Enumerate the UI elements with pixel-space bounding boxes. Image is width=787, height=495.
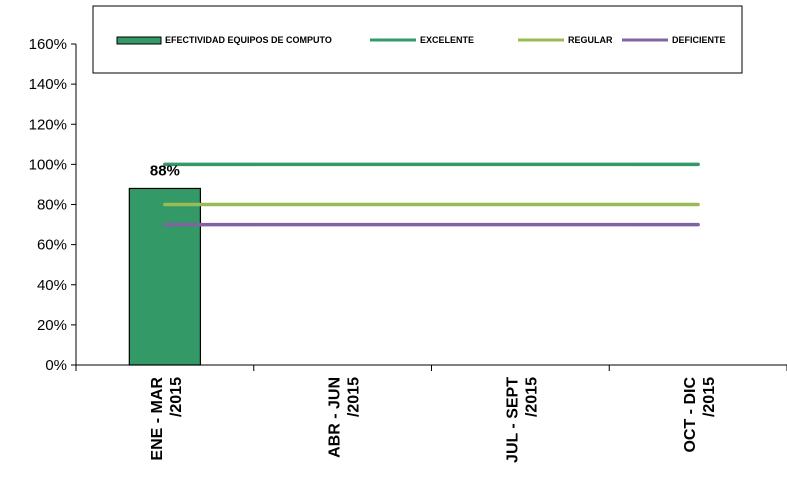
- x-tick-label-line: ABR - JUN: [327, 377, 344, 458]
- legend-label: EFECTIVIDAD EQUIPOS DE COMPUTO: [165, 35, 332, 45]
- y-tick-label: 160%: [29, 36, 67, 53]
- y-tick-label: 40%: [37, 277, 67, 294]
- legend-label: DEFICIENTE: [672, 35, 726, 45]
- y-tick-label: 120%: [29, 116, 67, 133]
- y-tick-label: 60%: [37, 237, 67, 254]
- x-tick-label: JUL - SEPT/2015: [504, 377, 540, 463]
- x-axis: ENE - MAR/2015 ABR - JUN/2015 JUL - SEPT/2…: [75, 364, 787, 463]
- bars: [128, 187, 202, 366]
- x-tick-label-line: ENE - MAR: [149, 377, 166, 461]
- x-tick-label-line: /2015: [346, 377, 363, 417]
- x-tick-label-line: /2015: [168, 377, 185, 417]
- x-tick-label-text: ABR - JUN/2015: [327, 377, 363, 458]
- legend: EFECTIVIDAD EQUIPOS DE COMPUTO EXCELENTE R…: [92, 5, 743, 74]
- x-tick-label-line: /2015: [523, 377, 540, 417]
- x-tick-label-text: ENE - MAR/2015: [149, 377, 185, 461]
- y-tick-label: 20%: [37, 317, 67, 334]
- data-label: 88%: [150, 162, 180, 179]
- legend-label: EXCELENTE: [420, 35, 474, 45]
- legend-swatch: [116, 36, 162, 45]
- lines: [163, 162, 700, 227]
- x-tick-label: ENE - MAR/2015: [149, 377, 185, 461]
- y-tick-label: 100%: [29, 156, 67, 173]
- x-tick-label-text: JUL - SEPT/2015: [504, 377, 540, 463]
- x-tick-label-text: OCT - DIC/2015: [682, 377, 718, 453]
- legend-label: REGULAR: [568, 35, 613, 45]
- x-tick-label: OCT - DIC/2015: [682, 377, 718, 453]
- x-tick-label-line: /2015: [701, 377, 718, 417]
- y-tick-label: 140%: [29, 76, 67, 93]
- y-tick-label: 0%: [45, 357, 67, 374]
- x-tick-label: ABR - JUN/2015: [327, 377, 363, 458]
- y-tick-label: 80%: [37, 197, 67, 214]
- bar: [128, 187, 202, 366]
- y-axis: 0% 20% 40% 60% 80% 100% 120% 140% 160%: [29, 36, 77, 374]
- data-labels: 88%: [150, 162, 180, 179]
- x-tick-label-line: OCT - DIC: [682, 377, 699, 453]
- x-tick-label-line: JUL - SEPT: [504, 377, 521, 463]
